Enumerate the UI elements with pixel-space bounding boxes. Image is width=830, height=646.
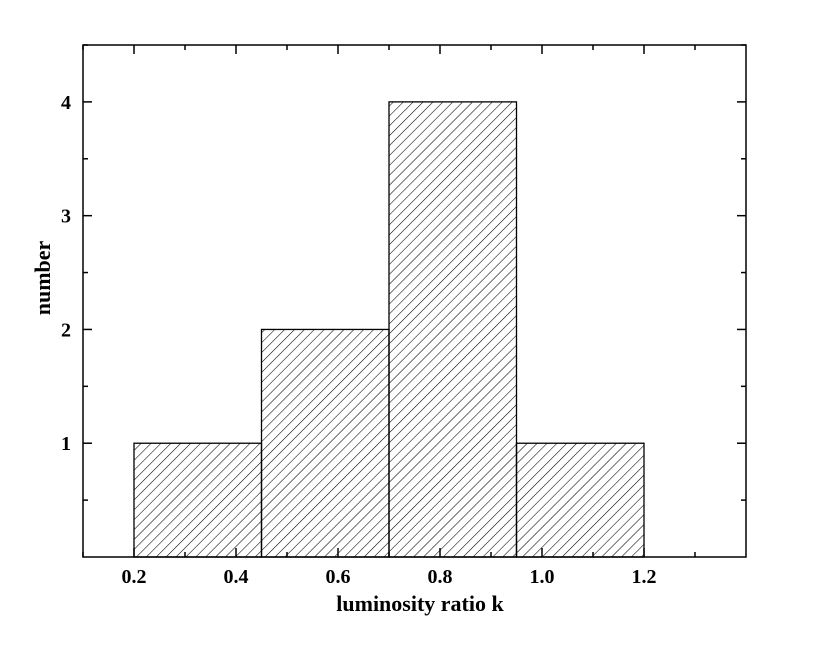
x-tick-label: 0.4 <box>224 566 249 588</box>
bars-layer <box>133 101 645 558</box>
histogram-bar-3 <box>388 101 518 558</box>
y-tick-label: 2 <box>61 319 71 341</box>
y-axis-label: number <box>30 240 55 315</box>
x-tick-label: 0.2 <box>122 566 147 588</box>
y-tick-label: 4 <box>61 92 71 114</box>
y-tick-label: 3 <box>61 206 71 228</box>
x-tick-label: 0.6 <box>326 566 351 588</box>
histogram-bar-1 <box>133 442 263 558</box>
x-tick-label: 0.8 <box>428 566 453 588</box>
ticks-layer <box>82 44 746 557</box>
tick-labels-layer: 0.2 0.4 0.6 0.8 1.0 1.2 1 2 3 4 <box>61 92 657 588</box>
y-tick-label: 1 <box>61 433 71 455</box>
x-tick-label: 1.2 <box>632 566 657 588</box>
x-tick-label: 1.0 <box>530 566 555 588</box>
histogram-bar-2 <box>260 328 390 558</box>
plot-frame <box>82 44 747 558</box>
x-axis-label: luminosity ratio k <box>336 591 504 616</box>
histogram-bar-4 <box>515 442 645 558</box>
